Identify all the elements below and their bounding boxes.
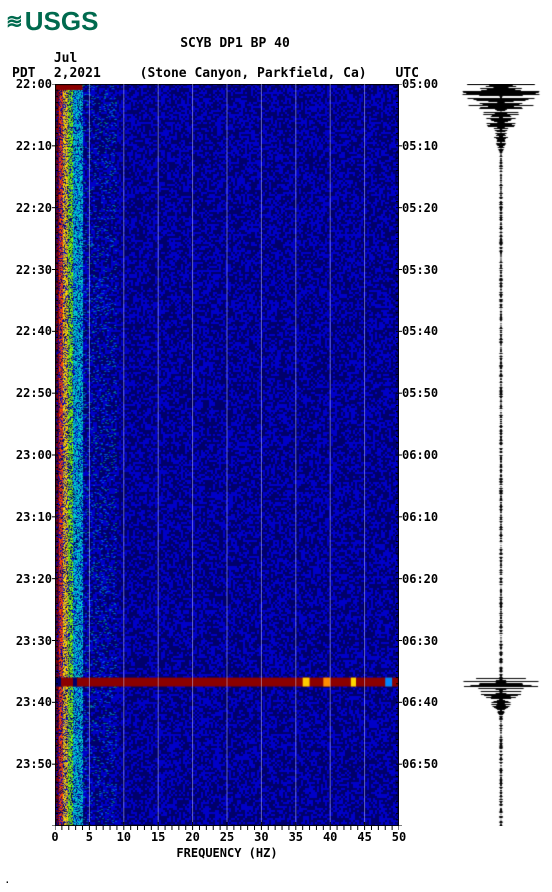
x-tick-label: 40 bbox=[323, 830, 337, 844]
pdt-tick-label: 22:30 bbox=[0, 263, 52, 277]
spectrogram-canvas bbox=[55, 84, 399, 826]
pdt-tick-label: 22:00 bbox=[0, 77, 52, 91]
y-axis-utc: 05:0005:1005:2005:3005:4005:5006:0006:10… bbox=[402, 84, 450, 826]
pdt-tick-label: 22:50 bbox=[0, 386, 52, 400]
usgs-logo: ≋USGS bbox=[6, 6, 98, 37]
utc-tick-label: 05:10 bbox=[402, 139, 450, 153]
pdt-tick-label: 23:30 bbox=[0, 634, 52, 648]
x-tick-label: 30 bbox=[254, 830, 268, 844]
header: SCYB DP1 BP 40 PDT Jul 2,2021 (Stone Can… bbox=[0, 36, 470, 81]
x-tick-label: 0 bbox=[51, 830, 58, 844]
utc-tick-label: 05:40 bbox=[402, 324, 450, 338]
pdt-tick-label: 22:10 bbox=[0, 139, 52, 153]
chart-title: SCYB DP1 BP 40 bbox=[0, 36, 470, 51]
x-tick-label: 50 bbox=[392, 830, 406, 844]
pdt-tick-label: 22:40 bbox=[0, 324, 52, 338]
header-location: (Stone Canyon, Parkfield, Ca) bbox=[140, 66, 388, 81]
pdt-tick-label: 23:40 bbox=[0, 695, 52, 709]
y-ticks-right bbox=[396, 84, 402, 826]
y-ticks-left bbox=[52, 84, 58, 826]
utc-tick-label: 05:00 bbox=[402, 77, 450, 91]
utc-tick-label: 05:20 bbox=[402, 201, 450, 215]
pdt-tick-label: 23:10 bbox=[0, 510, 52, 524]
utc-tick-label: 06:50 bbox=[402, 757, 450, 771]
footer-mark: · bbox=[4, 876, 11, 889]
pdt-tick-label: 22:20 bbox=[0, 201, 52, 215]
utc-tick-label: 05:50 bbox=[402, 386, 450, 400]
x-axis-title: FREQUENCY (HZ) bbox=[55, 846, 399, 860]
utc-tick-label: 06:20 bbox=[402, 572, 450, 586]
seismogram-canvas bbox=[455, 84, 547, 826]
usgs-wave-icon: ≋ bbox=[6, 12, 23, 32]
x-tick-label: 35 bbox=[289, 830, 303, 844]
seismogram bbox=[455, 84, 547, 826]
utc-tick-label: 05:30 bbox=[402, 263, 450, 277]
utc-tick-label: 06:00 bbox=[402, 448, 450, 462]
pdt-tick-label: 23:50 bbox=[0, 757, 52, 771]
utc-tick-label: 06:40 bbox=[402, 695, 450, 709]
y-axis-pdt: 22:0022:1022:2022:3022:4022:5023:0023:10… bbox=[0, 84, 52, 826]
x-tick-label: 20 bbox=[185, 830, 199, 844]
utc-tick-label: 06:10 bbox=[402, 510, 450, 524]
usgs-logo-text: USGS bbox=[25, 6, 99, 37]
x-tick-label: 25 bbox=[220, 830, 234, 844]
x-tick-label: 10 bbox=[117, 830, 131, 844]
pdt-tick-label: 23:00 bbox=[0, 448, 52, 462]
x-tick-label: 5 bbox=[86, 830, 93, 844]
spectrogram-chart bbox=[55, 84, 399, 826]
utc-tick-label: 06:30 bbox=[402, 634, 450, 648]
x-tick-label: 15 bbox=[151, 830, 165, 844]
x-tick-label: 45 bbox=[357, 830, 371, 844]
pdt-tick-label: 23:20 bbox=[0, 572, 52, 586]
header-date: Jul 2,2021 bbox=[54, 51, 132, 81]
